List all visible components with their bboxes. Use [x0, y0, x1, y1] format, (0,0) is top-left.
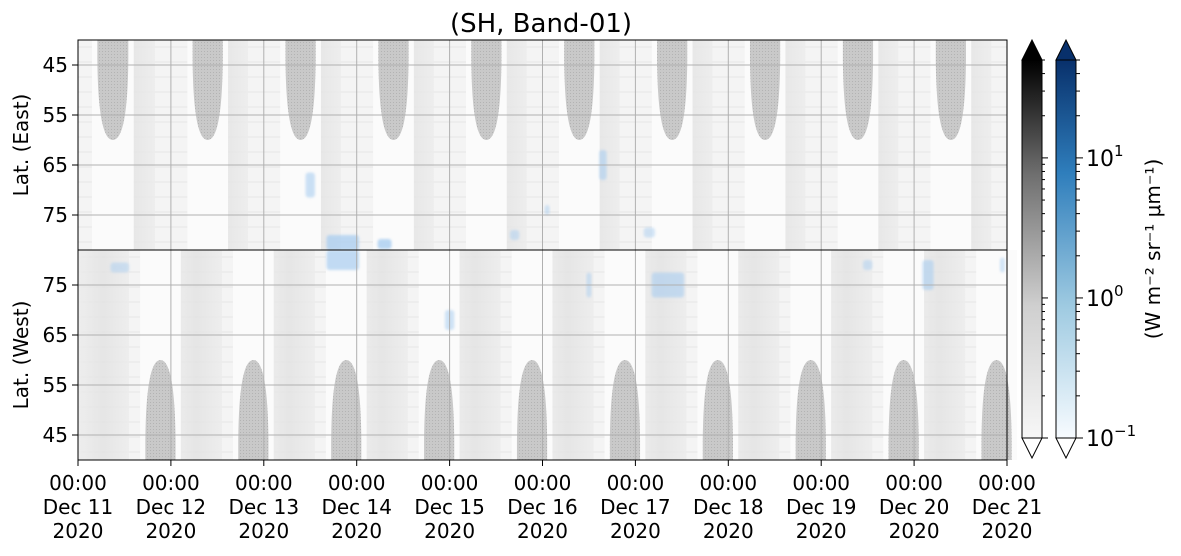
daily-band [78, 250, 130, 460]
radiance-patch [999, 257, 1005, 273]
x-tick-label: 00:00 Dec 17 2020 [600, 471, 671, 543]
x-tick-label: 00:00 Dec 12 2020 [136, 471, 207, 543]
y-tick-label: 65 [43, 323, 68, 347]
ylabel-east: Lat. (East) [9, 94, 33, 197]
ylabel-west: Lat. (West) [9, 301, 33, 410]
y-tick-label: 55 [43, 373, 68, 397]
colorbar-extend-max [1021, 38, 1043, 61]
x-tick-label: 00:00 Dec 14 2020 [321, 471, 392, 543]
panel-frame [77, 249, 1008, 461]
radiance-patch [643, 227, 655, 238]
y-tick-label: 45 [43, 423, 68, 447]
x-tick-label: 00:00 Dec 18 2020 [693, 471, 764, 543]
y-tick-label: 75 [43, 273, 68, 297]
y-tick-label: 65 [43, 153, 68, 177]
colorbars: 101 100 10−1 [1021, 38, 1136, 460]
x-tick-label: 00:00 Dec 20 2020 [879, 471, 950, 543]
radiance-patch [326, 235, 360, 250]
y-tick-label: 55 [43, 103, 68, 127]
radiance-patch [544, 205, 550, 215]
chart-title: (SH, Band-01) [450, 9, 632, 39]
colorbar-tick-label: 101 [1086, 142, 1124, 172]
colorbar [1055, 59, 1077, 439]
radiance-patch [863, 260, 873, 270]
colorbar-extend-min [1021, 437, 1043, 460]
x-tick-label: 00:00 Dec 21 2020 [972, 471, 1043, 543]
x-tick-label: 00:00 Dec 16 2020 [507, 471, 578, 543]
x-tick-labels: 00:00 Dec 11 2020 00:00 Dec 12 2020 00:00 Dec 1… [43, 471, 1043, 543]
colorbar [1021, 59, 1043, 439]
radiance-patch [509, 230, 520, 240]
y-tick-label: 75 [43, 203, 68, 227]
panel-west: 75 65 55 45 [43, 249, 1017, 466]
colorbar-label: (W m⁻² sr⁻¹ μm⁻¹) [1141, 159, 1165, 340]
radiance-patch [110, 262, 130, 273]
radiance-patch [305, 172, 315, 198]
radiance-patch [377, 239, 392, 249]
x-tick-label: 00:00 Dec 19 2020 [786, 471, 857, 543]
colorbar-tick-label: 100 [1086, 282, 1124, 312]
colorbar-tick-label: 10−1 [1086, 422, 1136, 452]
y-tick-label: 45 [43, 53, 68, 77]
x-tick-label: 00:00 Dec 15 2020 [414, 471, 485, 543]
radiance-patch [326, 250, 360, 270]
panel-east: 45 55 65 75 [43, 39, 1008, 251]
radiance-patch [922, 260, 934, 290]
x-tick-label: 00:00 Dec 11 2020 [43, 471, 114, 543]
colorbar-extend-min [1055, 437, 1077, 460]
colorbar-extend-max [1055, 38, 1077, 61]
x-tick-label: 00:00 Dec 13 2020 [229, 471, 300, 543]
